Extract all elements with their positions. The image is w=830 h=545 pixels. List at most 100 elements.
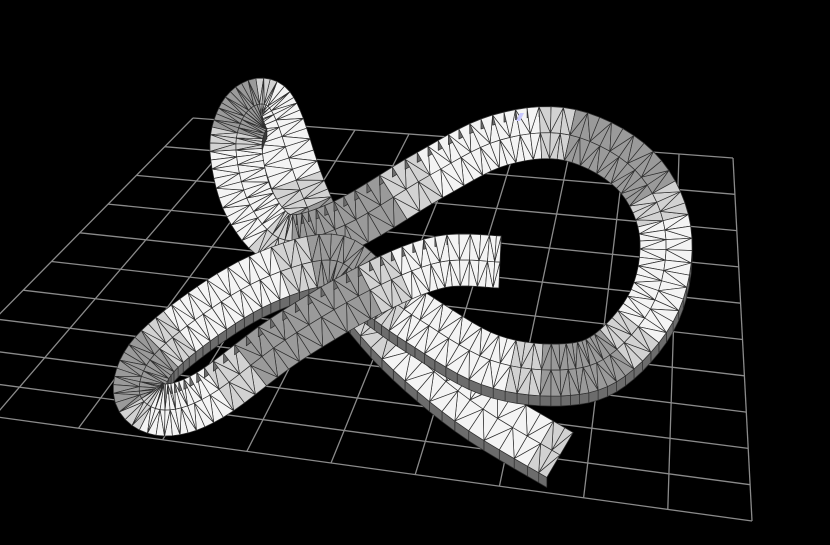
knot-top-triangle <box>238 127 264 139</box>
knot-top-triangle <box>458 123 472 153</box>
knot-top-triangle <box>609 128 635 152</box>
knot-top-triangle <box>261 207 286 225</box>
knot-top-triangle <box>416 145 431 176</box>
knot-top-triangle <box>445 350 470 374</box>
knot-top-triangle <box>388 314 413 337</box>
knot-top-triangle <box>202 313 219 342</box>
knot-top-triangle <box>155 383 165 409</box>
knot-top-triangle <box>569 109 589 136</box>
knot-top-triangle <box>665 249 693 264</box>
knot-top-triangle <box>404 371 435 392</box>
grid-line-b-7 <box>0 318 747 413</box>
knot-top-triangle <box>316 259 325 288</box>
knot-top-triangle <box>392 158 407 190</box>
knot-top-triangle <box>516 368 532 396</box>
grid-line-a-8 <box>582 149 626 498</box>
knot-top-triangle <box>412 238 424 268</box>
knot-top-triangle <box>494 235 502 263</box>
knot-top-triangle <box>609 354 626 383</box>
knot-top-triangle <box>279 271 291 301</box>
knot-top-triangle <box>343 190 357 220</box>
knot-top-triangle <box>294 294 310 326</box>
knot-top-triangle <box>324 201 336 230</box>
selection-marker-icon <box>516 113 524 121</box>
knot-top-triangle <box>241 119 266 134</box>
knot-top-triangle <box>454 408 484 432</box>
knot-top-triangle <box>366 174 381 206</box>
knot-side-face <box>528 394 541 407</box>
knot-top-triangle <box>284 214 294 241</box>
knot-top-triangle <box>638 326 660 353</box>
knot-top-triangle <box>405 325 430 348</box>
knot-top-triangle <box>623 342 643 370</box>
knot-top-triangle <box>513 443 541 467</box>
knot-top-triangle <box>641 160 670 178</box>
knot-top-triangle <box>652 180 681 194</box>
knot-top-triangle <box>596 362 608 391</box>
knot-mesh[interactable] <box>113 77 693 488</box>
knot-top-triangle <box>149 359 172 379</box>
knot-top-triangle <box>159 348 179 373</box>
knot-top-triangle <box>658 290 684 311</box>
knot-top-triangle <box>434 234 448 263</box>
knot-side-face <box>516 393 530 406</box>
knot-top-triangle <box>664 225 693 239</box>
knot-top-triangle <box>483 427 513 451</box>
knot-top-triangle <box>480 114 493 144</box>
knot-top-triangle <box>468 359 491 385</box>
knot-top-triangle <box>186 325 204 353</box>
knot-top-triangle <box>189 372 203 400</box>
knot-top-triangle <box>538 454 561 478</box>
knot-top-triangle <box>296 213 303 241</box>
knot-top-triangle <box>424 338 449 361</box>
knot-side-face <box>570 394 580 406</box>
grid-line-b-8 <box>0 351 749 450</box>
knot-top-triangle <box>589 116 612 142</box>
knot-top-triangle <box>526 106 540 135</box>
knot-top-triangle <box>253 197 280 212</box>
knot-top-triangle <box>164 383 169 411</box>
knot-top-triangle <box>237 160 266 169</box>
knot-top-triangle <box>663 270 690 288</box>
knot-side-face <box>560 395 571 407</box>
knot-top-triangle <box>381 350 412 371</box>
knot-top-triangle <box>143 370 168 385</box>
knot-top-triangle <box>539 369 552 397</box>
knot-top-triangle <box>235 148 263 155</box>
knot-top-triangle <box>172 337 190 363</box>
knot-top-triangle <box>236 137 263 146</box>
knot-top-triangle <box>345 266 359 297</box>
knot-top-triangle <box>503 109 516 138</box>
grid-line-b-9 <box>0 383 751 486</box>
knot-top-triangle <box>650 308 674 333</box>
knot-top-triangle <box>307 208 317 237</box>
knot-top-triangle <box>429 390 459 412</box>
knot-top-triangle <box>492 365 511 392</box>
knot-top-triangle <box>220 301 236 330</box>
knot-top-triangle <box>458 233 471 261</box>
grid-line-a-6 <box>414 141 518 475</box>
knot-top-triangle <box>390 246 403 276</box>
knot-side-face <box>550 395 562 407</box>
knot-top-triangle <box>579 367 590 395</box>
knot-top-triangle <box>240 289 254 319</box>
knot-side-face <box>579 392 590 405</box>
knot-top-triangle <box>373 303 397 326</box>
knot-top-triangle <box>660 202 689 215</box>
knot-top-triangle <box>270 310 286 341</box>
knot-top-triangle <box>204 360 220 390</box>
knot-top-triangle <box>272 212 290 235</box>
knot-top-triangle <box>627 142 654 164</box>
knot-top-triangle <box>320 279 335 310</box>
knot-top-triangle <box>178 378 188 407</box>
knot-top-triangle <box>241 174 269 183</box>
grid-line-a-10 <box>732 157 753 522</box>
knot-top-triangle <box>259 279 272 309</box>
grid-line-b-10 <box>0 416 753 522</box>
knot-top-triangle <box>560 369 571 397</box>
knot-top-triangle <box>478 234 490 261</box>
knot-top-triangle <box>437 134 452 164</box>
knot-top-triangle <box>550 106 564 133</box>
